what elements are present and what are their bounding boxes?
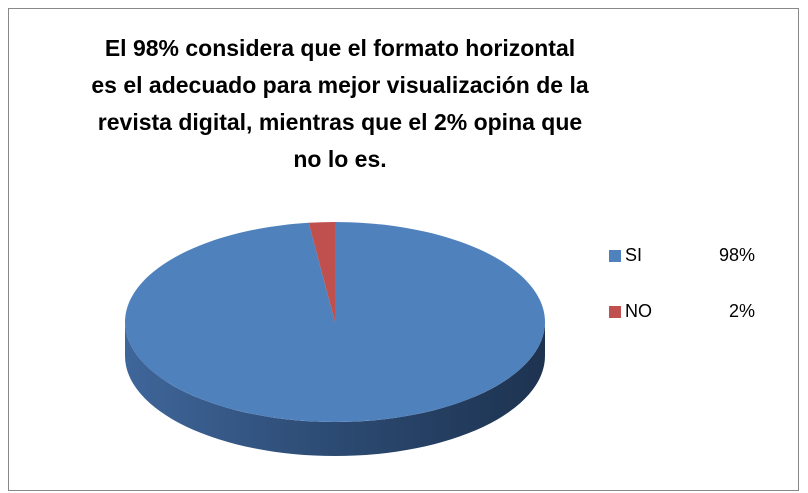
legend-swatch [609, 306, 621, 318]
legend-value: 98% [719, 245, 755, 265]
legend-label: SI [625, 245, 642, 265]
legend-label: NO [625, 301, 652, 321]
chart-title: El 98% considera que el formato horizont… [91, 35, 589, 172]
pie-side [125, 322, 545, 456]
pie-slice [308, 222, 335, 322]
legend-value: 2% [729, 301, 755, 321]
pie-slice [124, 222, 545, 423]
legend-swatch [609, 250, 621, 262]
